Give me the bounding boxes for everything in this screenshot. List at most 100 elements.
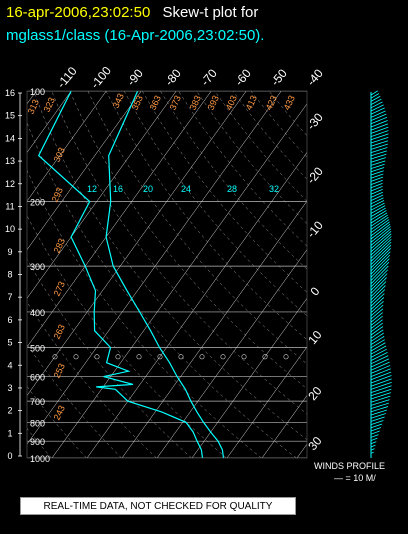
height-label: 1: [7, 428, 12, 438]
wind-barb: [370, 98, 382, 105]
height-label: 12: [5, 179, 15, 189]
wind-barb: [370, 251, 391, 272]
wind-barb: [370, 315, 383, 326]
dry-adiabat: [87, 91, 307, 365]
wind-barb: [370, 191, 383, 198]
wind-barb: [370, 273, 388, 291]
wind-barb: [370, 258, 390, 278]
dry-adiabat: [27, 258, 192, 458]
wind-barb: [370, 261, 390, 281]
wind-barb: [370, 230, 392, 249]
wind-barb: [370, 214, 389, 227]
wind-barb: [370, 352, 388, 361]
wind-barb: [370, 336, 385, 345]
wind-barb: [370, 233, 392, 253]
moist-adiabat-marker: [283, 354, 289, 360]
wind-barb: [370, 358, 390, 368]
wind-barb: [370, 297, 385, 310]
wind-barb: [370, 348, 387, 358]
pressure-label: 700: [30, 397, 45, 407]
wind-barb: [370, 293, 385, 307]
pressure-label: 100: [30, 87, 45, 97]
temperature-trace: [105, 91, 225, 458]
wind-barb: [370, 110, 386, 118]
theta-label: 383: [188, 94, 203, 112]
dry-adiabat: [33, 91, 307, 440]
wind-barb: [370, 90, 379, 96]
wind-barb: [370, 365, 391, 374]
wind-barb: [370, 312, 383, 323]
height-label: 14: [5, 133, 15, 143]
wind-barb: [370, 179, 383, 185]
moist-adiabat-marker: [199, 354, 205, 360]
wind-barb: [370, 226, 391, 243]
wind-barb: [370, 430, 380, 435]
wind-barb: [370, 219, 390, 233]
top-temp-label: -40: [304, 66, 326, 89]
isotherm-line: [0, 91, 1, 458]
wind-barb: [370, 170, 384, 176]
plot-frame: [26, 90, 308, 459]
height-label: 15: [5, 111, 15, 121]
moist-adiabat-marker: [157, 354, 163, 360]
wind-barb: [370, 228, 392, 246]
wind-barb: [370, 186, 383, 192]
wind-barb: [370, 413, 386, 419]
wind-barb: [370, 444, 376, 448]
pressure-label: 500: [30, 344, 45, 354]
wind-barb: [370, 182, 383, 189]
wind-barb: [370, 304, 384, 317]
moist-adiabat-marker: [178, 354, 184, 360]
wind-barb: [370, 308, 384, 320]
theta-label: 293: [50, 186, 65, 204]
wind-barb: [370, 197, 384, 205]
theta-label: 313: [26, 98, 41, 116]
wind-barb: [370, 448, 375, 451]
wind-barb: [370, 361, 390, 371]
isotherm-line: [27, 91, 282, 445]
mixing-ratio-label: 24: [181, 184, 191, 194]
isotherm-line: [226, 346, 307, 458]
right-temp-label: 20: [305, 384, 325, 403]
dry-adiabat: [51, 91, 307, 415]
wind-profile: [370, 90, 392, 458]
mixing-ratio-label: 12: [87, 184, 97, 194]
theta-label: 363: [148, 94, 163, 112]
moist-adiabat-marker: [220, 354, 226, 360]
wind-barb: [370, 385, 392, 393]
top-temp-label: -50: [268, 66, 290, 89]
theta-label: 433: [282, 94, 297, 112]
wind-barb: [370, 221, 390, 237]
wind-barb: [370, 277, 387, 294]
wind-barb: [370, 147, 388, 153]
wind-barb: [370, 210, 387, 221]
isotherm-line: [27, 91, 212, 348]
right-temp-label: -30: [304, 110, 326, 133]
isotherm-line: [27, 91, 177, 299]
dry-adiabat: [196, 91, 307, 224]
pressure-label: 800: [30, 418, 45, 428]
height-label: 4: [7, 360, 12, 370]
dry-adiabat: [123, 91, 307, 317]
theta-label: 413: [244, 94, 259, 112]
isotherm-line: [156, 249, 307, 458]
wind-barb: [370, 120, 388, 128]
height-label: 2: [7, 406, 12, 416]
wind-barb: [370, 355, 389, 365]
moist-adiabat-marker: [136, 354, 142, 360]
top-temp-label: -100: [88, 63, 114, 91]
height-label: 0: [7, 451, 12, 461]
height-label: 5: [7, 338, 12, 348]
wind-barb: [370, 123, 389, 131]
isotherm-line: [191, 297, 307, 458]
dry-adiabat: [69, 91, 307, 390]
wind-barb: [370, 371, 392, 381]
mixing-ratio-label: 16: [113, 184, 123, 194]
isotherm-line: [296, 443, 307, 458]
wind-barb: [370, 441, 377, 445]
wind-barb: [370, 399, 390, 406]
wind-barb: [370, 133, 389, 141]
isotherm-line: [51, 103, 307, 458]
height-label: 16: [5, 88, 15, 98]
wind-barb: [370, 194, 384, 201]
